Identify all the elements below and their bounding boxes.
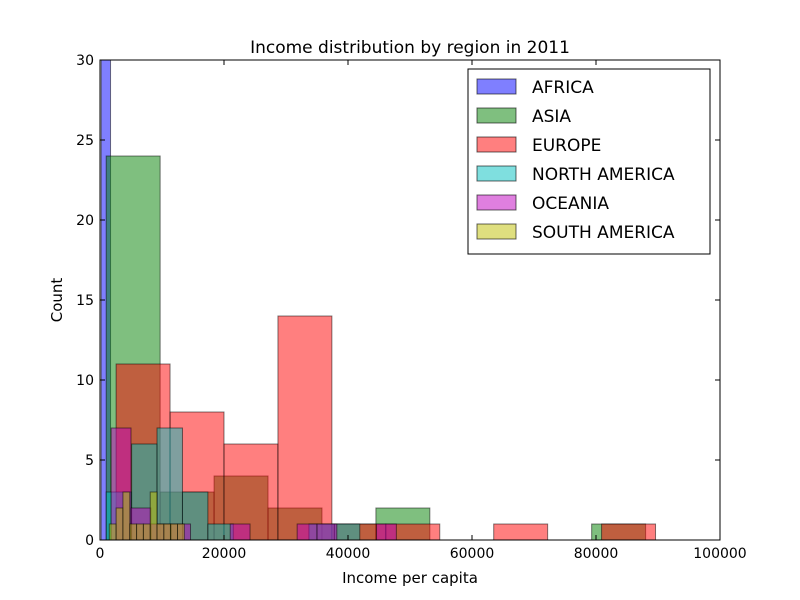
legend-swatch-asia bbox=[476, 107, 517, 124]
bar-oceania-6 bbox=[316, 523, 338, 541]
bar-europe-3 bbox=[277, 315, 333, 541]
x-tick-label: 0 bbox=[96, 546, 105, 562]
x-tick-label: 60000 bbox=[450, 546, 495, 562]
bar-europe-7 bbox=[601, 523, 657, 541]
bar-europe-6 bbox=[493, 523, 549, 541]
legend-swatch-europe bbox=[476, 136, 517, 153]
bar-south-america-3 bbox=[129, 523, 138, 541]
x-tick-label: 40000 bbox=[326, 546, 371, 562]
y-axis-label: Count bbox=[48, 278, 66, 323]
legend-swatch-oceania bbox=[476, 194, 517, 211]
y-tick-label: 10 bbox=[76, 373, 94, 389]
bar-oceania-7 bbox=[376, 523, 397, 541]
bar-south-america-5 bbox=[142, 523, 151, 541]
legend-swatch-africa bbox=[476, 78, 517, 95]
legend-swatch-south-america bbox=[476, 223, 517, 240]
bar-south-america-6 bbox=[149, 491, 158, 541]
bar-oceania-4 bbox=[229, 523, 251, 541]
y-tick-label: 15 bbox=[76, 293, 94, 309]
y-tick-label: 0 bbox=[85, 533, 94, 549]
legend-label-north-america: NORTH AMERICA bbox=[532, 165, 675, 185]
legend-label-africa: AFRICA bbox=[532, 78, 594, 98]
legend-swatch-north-america bbox=[476, 165, 517, 182]
bar-north-america-4 bbox=[207, 523, 234, 541]
bars-layer bbox=[100, 59, 657, 541]
bar-south-america-9 bbox=[170, 523, 178, 541]
legend-label-asia: ASIA bbox=[532, 107, 571, 127]
legend-label-europe: EUROPE bbox=[532, 136, 601, 156]
bar-south-america-10 bbox=[177, 523, 185, 541]
x-tick-label: 80000 bbox=[574, 546, 619, 562]
bar-south-america-8 bbox=[163, 523, 172, 541]
bar-south-america-7 bbox=[156, 523, 165, 541]
bar-south-america-2 bbox=[122, 491, 131, 541]
legend-label-oceania: OCEANIA bbox=[532, 194, 609, 214]
y-tick-label: 5 bbox=[85, 453, 94, 469]
x-axis-label: Income per capita bbox=[342, 569, 478, 587]
y-tick-label: 30 bbox=[76, 53, 94, 69]
bar-south-america-1 bbox=[115, 507, 124, 541]
legend-box bbox=[467, 68, 711, 255]
x-tick-label: 100000 bbox=[693, 546, 746, 562]
bar-oceania-5 bbox=[296, 523, 318, 541]
y-tick-label: 25 bbox=[76, 133, 94, 149]
bar-north-america-6 bbox=[333, 523, 361, 541]
bar-south-america-0 bbox=[108, 523, 117, 541]
chart-title: Income distribution by region in 2011 bbox=[250, 38, 570, 58]
bar-north-america-2 bbox=[156, 427, 183, 541]
legend: AFRICA ASIA EUROPE NORTH AMERICA OCEANIA SOUT… bbox=[467, 68, 711, 255]
bar-south-america-4 bbox=[136, 523, 144, 541]
y-tick-label: 20 bbox=[76, 213, 94, 229]
axis-ticks: 0 20000 40000 60000 80000 100000 0 5 10 15 20 25 30 bbox=[76, 53, 747, 562]
legend-label-south-america: SOUTH AMERICA bbox=[532, 223, 675, 243]
x-tick-label: 20000 bbox=[202, 546, 247, 562]
